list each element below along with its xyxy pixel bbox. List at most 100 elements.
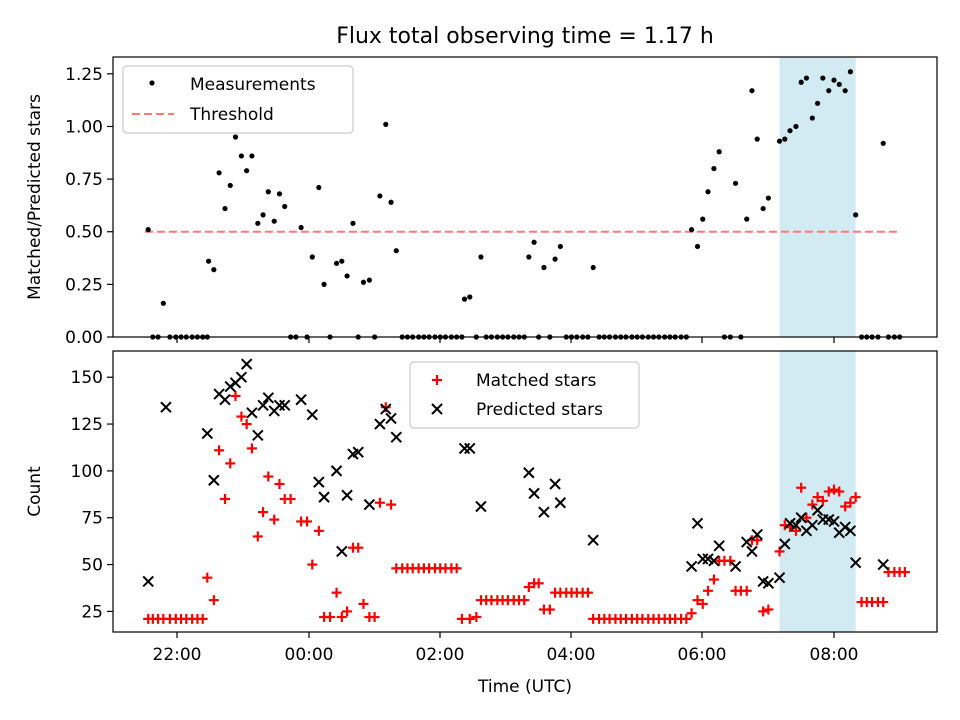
- predicted-point: [877, 558, 889, 571]
- predicted-point-b: [464, 442, 476, 455]
- measurement-point: [700, 216, 706, 222]
- measurement-point: [276, 191, 283, 197]
- x-tick-label: 02:00: [416, 645, 465, 665]
- predicted-point-b: [341, 489, 353, 501]
- x-tick-label: 08:00: [810, 645, 859, 665]
- legend: Measurements Threshold: [122, 65, 354, 134]
- matched-point: [353, 542, 364, 553]
- matched-point: [358, 598, 369, 609]
- predicted-point: [538, 506, 550, 518]
- matched-point: [451, 563, 462, 574]
- matched-point: [725, 555, 736, 566]
- predicted-point: [475, 500, 487, 513]
- predicted-point-b: [374, 418, 386, 430]
- predicted-point-b: [811, 504, 824, 516]
- predicted-point: [374, 418, 386, 430]
- measurement-point: [765, 195, 771, 201]
- predicted-point-b: [257, 399, 269, 412]
- measurement-point: [377, 193, 383, 199]
- x-tick-label: 00:00: [285, 645, 334, 665]
- measurement-point: [552, 256, 558, 262]
- predicted-point-b: [538, 506, 550, 518]
- predicted-point: [235, 371, 248, 383]
- predicted-point-b: [385, 412, 397, 425]
- legend-marker-measurements: [149, 80, 155, 86]
- predicted-point-b: [708, 555, 720, 567]
- predicted-point-b: [523, 467, 535, 479]
- predicted-point-b: [849, 556, 862, 569]
- measurement-point: [309, 254, 315, 260]
- matched-point: [845, 497, 856, 508]
- measurement-point: [793, 123, 799, 130]
- predicted-point-b: [746, 545, 758, 558]
- matched-point: [285, 493, 296, 504]
- predicted-point: [849, 556, 862, 569]
- predicted-point: [380, 403, 392, 415]
- predicted-point-b: [380, 403, 392, 415]
- x-tick-label: 04:00: [547, 645, 596, 665]
- predicted-point: [224, 380, 236, 393]
- predicted-point-b: [246, 407, 258, 419]
- measurement-point: [803, 75, 810, 81]
- measurement-point: [744, 216, 750, 222]
- matched-point: [523, 582, 534, 593]
- matched-point: [369, 612, 380, 623]
- measurement-point: [232, 134, 239, 140]
- predicted-point-b: [219, 393, 231, 406]
- matched-point: [758, 606, 769, 617]
- predicted-point: [252, 429, 264, 442]
- predicted-point-b: [273, 399, 286, 412]
- measurement-point: [461, 296, 468, 302]
- predicted-point-b: [458, 442, 471, 455]
- measurement-point: [688, 227, 695, 233]
- predicted-point: [554, 497, 567, 509]
- predicted-point-b: [762, 577, 775, 590]
- matched-point: [834, 486, 845, 497]
- measurement-point: [541, 264, 547, 271]
- predicted-point: [142, 575, 154, 588]
- legend-label-matched: Matched stars: [476, 371, 596, 391]
- predicted-point: [839, 521, 851, 533]
- predicted-point: [773, 571, 786, 584]
- predicted-point: [729, 560, 742, 573]
- matched-point: [386, 499, 397, 510]
- predicted-point: [751, 528, 763, 541]
- matched-point: [697, 598, 708, 609]
- predicted-point: [219, 393, 231, 406]
- measurement-point: [842, 88, 848, 94]
- predicted-point-b: [390, 431, 402, 443]
- matched-point: [374, 497, 385, 508]
- predicted-point-b: [741, 536, 753, 548]
- measurement-point: [711, 165, 717, 172]
- matched-point: [464, 613, 475, 624]
- matched-point: [263, 471, 274, 482]
- matched-point: [258, 507, 269, 518]
- measurement-point: [271, 218, 277, 224]
- measurement-point: [705, 189, 711, 195]
- predicted-point: [587, 534, 599, 546]
- predicted-point: [246, 407, 258, 419]
- axes-frame: [112, 350, 938, 633]
- measurement-point: [467, 294, 473, 300]
- predicted-point-b: [528, 487, 540, 500]
- matched-point: [313, 525, 324, 536]
- legend-box: [122, 65, 354, 134]
- predicted-point-b: [306, 408, 318, 421]
- measurement-point: [249, 153, 255, 159]
- matched-point: [519, 595, 530, 606]
- measurement-point: [298, 224, 304, 231]
- measurement-point: [831, 77, 837, 83]
- predicted-point-b: [224, 380, 236, 393]
- predicted-point-b: [235, 371, 248, 383]
- predicted-point-b: [475, 500, 487, 513]
- measurement-point: [238, 153, 245, 159]
- x-axis-label: Time (UTC): [477, 677, 572, 697]
- measurement-point: [826, 88, 832, 94]
- predicted-point-b: [685, 560, 698, 573]
- predicted-point-b: [352, 446, 364, 458]
- predicted-point: [811, 504, 824, 516]
- predicted-point: [549, 478, 561, 490]
- measurement-point: [227, 182, 233, 189]
- measurement-point: [366, 277, 372, 283]
- predicted-point-b: [757, 575, 769, 588]
